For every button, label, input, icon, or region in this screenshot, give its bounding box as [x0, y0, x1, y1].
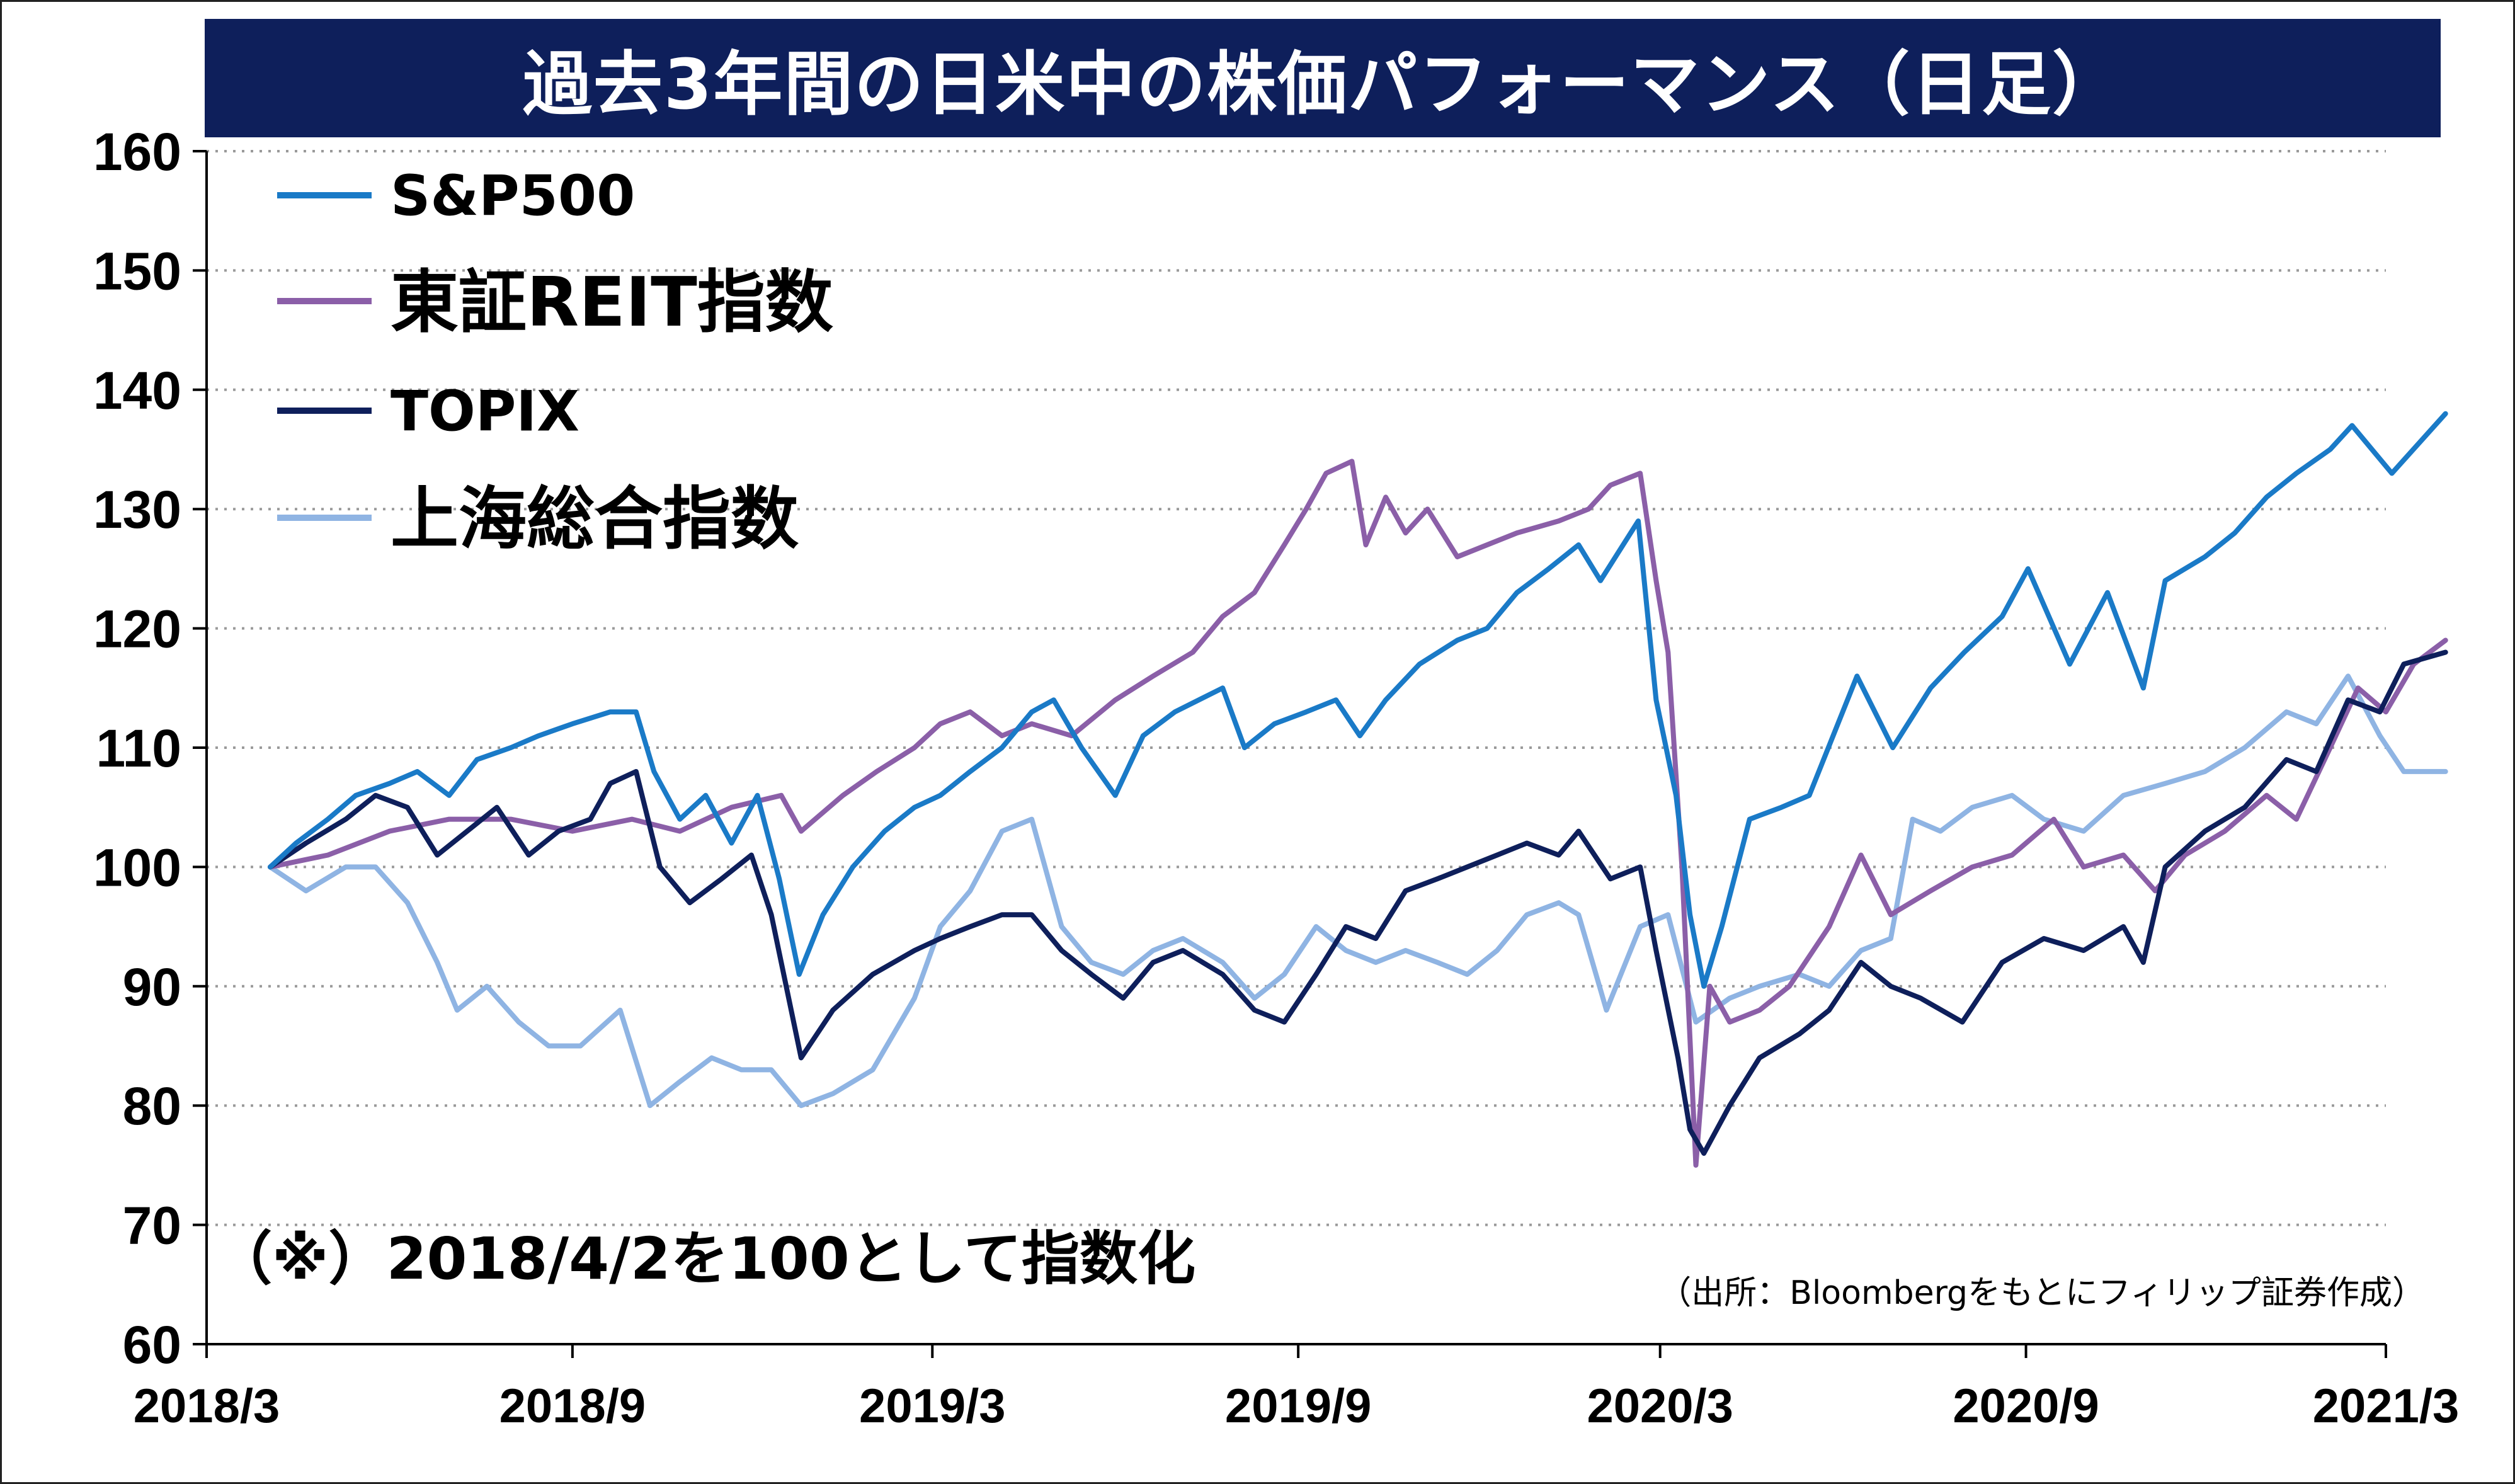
- x-tick-label: 2021/3: [2313, 1379, 2459, 1433]
- y-tick-label: 110: [96, 719, 181, 778]
- y-tick-label: 70: [123, 1196, 181, 1255]
- y-tick-labels: 60 70 80 90 100 110 120 130 140 150 160: [93, 122, 181, 1374]
- series-lines: [268, 411, 2448, 1168]
- y-tick-label: 140: [93, 361, 181, 420]
- y-tick-label: 60: [123, 1315, 181, 1374]
- source-note: （出所：Bloombergをもとにフィリップ証券作成）: [1658, 1274, 2425, 1312]
- x-tick-label: 2020/9: [1953, 1379, 2099, 1433]
- legend-label: 東証REIT指数: [391, 263, 833, 342]
- x-tick-label: 2018/9: [499, 1379, 646, 1433]
- legend-label: 上海総合指数: [391, 480, 799, 559]
- y-tick-label: 130: [93, 480, 181, 539]
- legend-label: S&P500: [391, 164, 635, 229]
- y-tick-label: 80: [123, 1076, 181, 1136]
- legend: S&P500 東証REIT指数 TOPIX 上海総合指数: [277, 164, 833, 559]
- axes: [193, 150, 2387, 1358]
- y-tick-label: 90: [123, 957, 181, 1017]
- legend-label: TOPIX: [391, 379, 579, 444]
- y-tick-label: 150: [93, 241, 181, 300]
- chart-title-bar: 過去3年間の日米中の株価パフォーマンス（日足）: [205, 19, 2441, 137]
- series-line: [268, 459, 2448, 1168]
- x-tick-label: 2019/9: [1225, 1379, 1371, 1433]
- x-tick-label: 2018/3: [134, 1379, 280, 1433]
- series-line: [268, 411, 2448, 989]
- x-tick-labels: 2018/3 2018/9 2019/3 2019/9 2020/3 2020/9 2021…: [134, 1379, 2459, 1433]
- series-line: [268, 649, 2448, 1156]
- x-tick-label: 2020/3: [1587, 1379, 1733, 1433]
- grid-lines: [207, 150, 2386, 1226]
- y-tick-label: 120: [93, 600, 181, 659]
- y-tick-label: 100: [93, 838, 181, 897]
- series-line: [268, 673, 2448, 1109]
- chart-title: 過去3年間の日米中の株価パフォーマンス（日足）: [522, 44, 2123, 125]
- index-note: （※）2018/4/2を100として指数化: [214, 1225, 1195, 1293]
- y-tick-label: 160: [93, 122, 181, 181]
- x-tick-label: 2019/3: [859, 1379, 1005, 1433]
